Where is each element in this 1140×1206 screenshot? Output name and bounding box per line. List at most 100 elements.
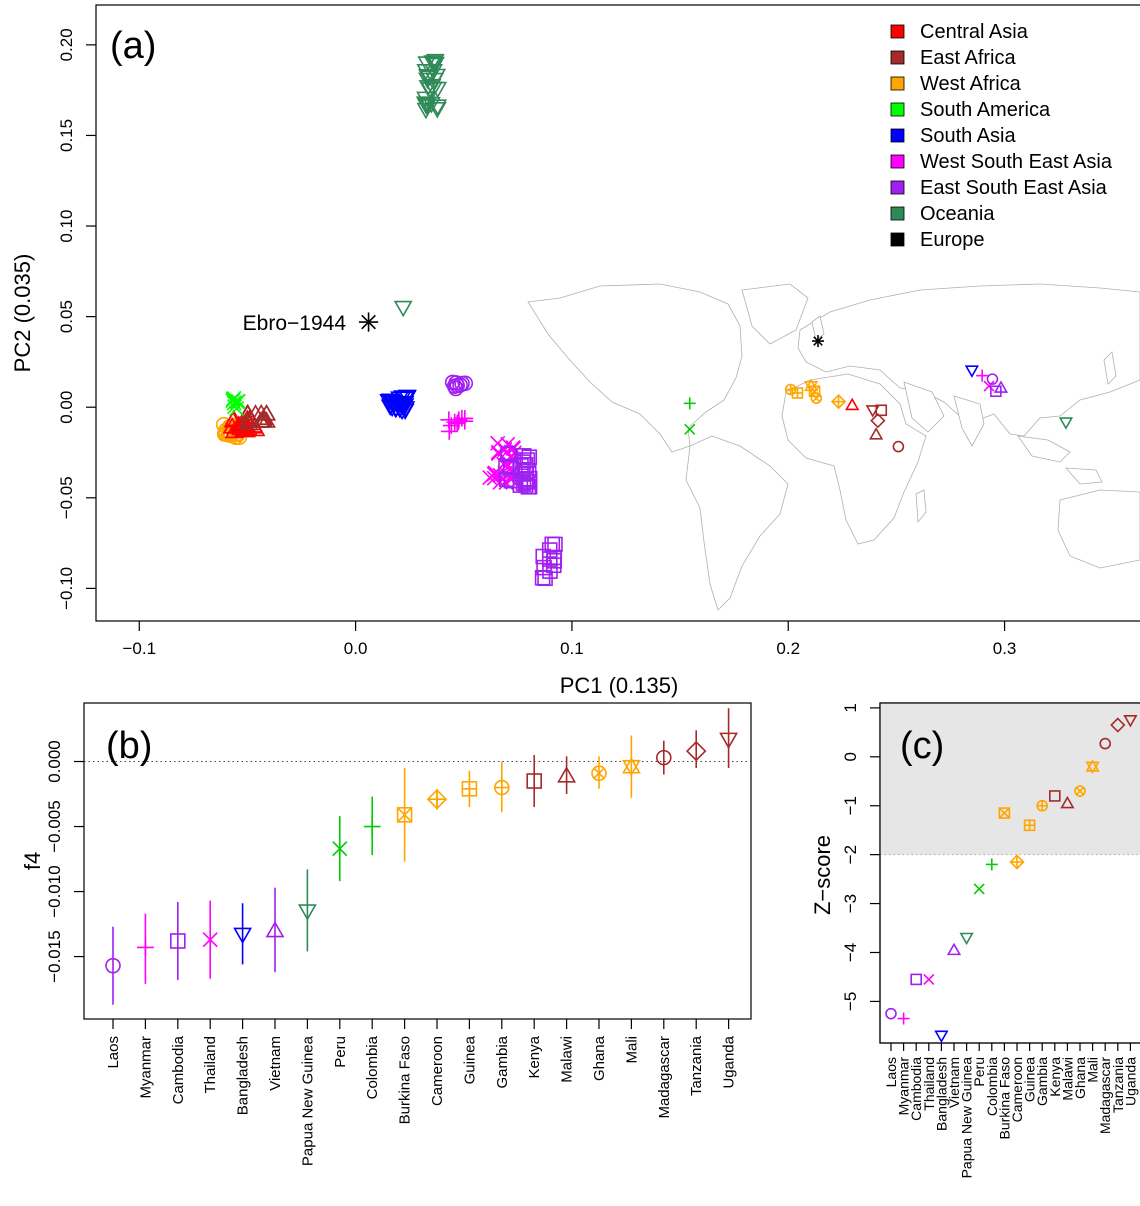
f4-point-laos [105, 957, 121, 974]
pca-point-oceania [421, 97, 441, 114]
panel-b-y-tick-label: −0.015 [45, 930, 64, 982]
pca-points [215, 53, 563, 587]
f4-point-bangladesh [233, 927, 253, 945]
panel-c-y-tick-label: −2 [841, 845, 860, 864]
pca-point-central-asia [246, 419, 266, 437]
ebro-annotation: Ebro−1944 [243, 312, 347, 335]
panel-c-x-tick-label-thailand: Thailand [921, 1057, 937, 1111]
panel-a-pca-scatter: −0.1 0.0 0.1 0.2 0.3 −0.10 −0.05 0.00 0.05 0.10 0… [10, 4, 1140, 698]
map-uk [811, 315, 825, 341]
legend-label-europe: Europe [920, 229, 985, 251]
pca-point-east-south-east-asia [449, 377, 466, 394]
map-marker-20 [993, 380, 1009, 393]
panel-c-y-tick-label: 1 [841, 703, 860, 712]
map-marker-16 [976, 369, 989, 382]
panel-b-x-tick-label-malawi: Malawi [559, 1036, 576, 1083]
pca-point-east-south-east-asia [499, 471, 515, 488]
legend-swatch-east-africa [890, 50, 905, 65]
pca-point-west-south-east-asia [440, 411, 458, 429]
zscore-point-mali [1085, 759, 1100, 774]
pca-point-south-america [229, 401, 245, 417]
panel-c-x-tick-label-vietnam: Vietnam [946, 1057, 962, 1108]
panel-c-y-axis: 1 0 −1 −2 −3 −4 −5 [841, 703, 880, 1011]
world-map [527, 283, 1140, 611]
map-marker-6 [810, 392, 823, 404]
panel-a-y-tick-label: 0.00 [57, 391, 76, 424]
panel-a-y-tick-label: 0.20 [57, 28, 76, 61]
panel-b-x-tick-label-papua-new-guinea: Papua New Guinea [299, 1035, 316, 1166]
panel-a-y-label: PC2 (0.035) [10, 254, 35, 373]
panel-b-x-tick-label-cameroon: Cameroon [429, 1036, 446, 1106]
panel-b-x-tick-label-bangladesh: Bangladesh [235, 1036, 252, 1115]
legend-swatch-oceania [890, 206, 905, 221]
pca-point-east-south-east-asia [500, 446, 516, 463]
panel-b-x-tick-label-colombia: Colombia [364, 1035, 381, 1099]
map-madagascar [915, 489, 927, 524]
zscore-point-burkina-faso [998, 807, 1011, 819]
f4-point-guinea [461, 781, 478, 797]
panel-c-shaded-region [880, 703, 1140, 855]
f4-point-mali [621, 757, 641, 777]
f4-point-vietnam [265, 920, 285, 938]
map-marker-15 [964, 365, 980, 378]
panel-b-y-tick-label: 0.000 [45, 740, 64, 783]
panel-c-y-tick-label: −1 [841, 796, 860, 815]
map-marker-0 [683, 397, 696, 410]
panel-a-y-tick-label: 0.05 [57, 300, 76, 333]
panel-c-y-tick-label: 0 [841, 752, 860, 761]
panel-a-x-tick-label: −0.1 [122, 639, 156, 658]
pca-point-east-africa [238, 404, 258, 421]
panel-c-x-tick-label-kenya: Kenya [1047, 1057, 1063, 1097]
zscore-point-papua-new-guinea [959, 932, 974, 946]
pca-point-east-south-east-asia [515, 448, 532, 464]
map-eurasia [797, 283, 1140, 437]
zscore-point-tanzania [1110, 717, 1126, 733]
panel-c-zscore-plot: 1 0 −1 −2 −3 −4 −5 LaosMyanmarCambodiaThailand… [810, 702, 1140, 1178]
panel-c-x-tick-label-ghana: Ghana [1072, 1057, 1088, 1099]
zscore-point-ghana [1074, 785, 1086, 797]
map-marker-12 [869, 427, 884, 440]
panel-b-x-tick-label-vietnam: Vietnam [267, 1036, 284, 1091]
panel-b-x-tick-label-gambia: Gambia [494, 1035, 511, 1088]
f4-point-myanmar [137, 939, 154, 956]
pca-point-east-south-east-asia [521, 470, 538, 487]
panel-b-x-tick-label-guinea: Guinea [461, 1035, 478, 1084]
panel-c-y-label: Z−score [810, 835, 835, 915]
pca-point-south-asia [392, 403, 412, 421]
pca-point-east-south-east-asia [519, 474, 535, 490]
zscore-point-peru [973, 883, 985, 895]
zscore-point-kenya [1049, 790, 1061, 802]
panel-a-y-tick-label: −0.10 [57, 567, 76, 610]
panel-b-x-tick-label-tanzania: Tanzania [688, 1035, 705, 1096]
map-north-america [527, 283, 743, 453]
panel-b-x-axis: Laos Myanmar Cambodia Thailand Bangladesh Vie… [105, 1019, 738, 1166]
pca-point-east-south-east-asia [547, 536, 563, 553]
legend: Central Asia East Africa West Africa Sou… [890, 21, 1113, 251]
panel-a-tag: (a) [110, 25, 156, 67]
panel-a-x-tick-label: 0.3 [993, 639, 1017, 658]
zscore-point-cambodia [910, 973, 923, 986]
panel-c-y-tick-label: −4 [841, 943, 860, 962]
legend-label-east-south-east-asia: East South East Asia [920, 177, 1108, 199]
map-arabia [903, 381, 945, 433]
map-marker-8 [845, 397, 860, 411]
panel-c-x-tick-label-peru: Peru [971, 1057, 987, 1087]
map-marker-18 [983, 380, 995, 392]
f4-point-cameroon [426, 788, 448, 810]
panel-b-tag: (b) [106, 725, 152, 767]
f4-point-papua-new-guinea [297, 904, 317, 921]
zscore-point-bangladesh [934, 1030, 949, 1044]
panel-a-y-tick-label: −0.05 [57, 476, 76, 519]
zscore-point-vietnam [946, 942, 962, 956]
panel-c-x-axis: LaosMyanmarCambodiaThailandBangladeshVie… [883, 1043, 1138, 1178]
f4-point-colombia [363, 818, 381, 835]
panel-a-x-tick-label: 0.0 [344, 639, 368, 658]
pca-point-west-south-east-asia [456, 412, 474, 430]
pca-point-oceania [418, 70, 438, 87]
panel-b-x-tick-label-ghana: Ghana [591, 1035, 608, 1081]
map-se-asia-islands [1017, 435, 1071, 463]
legend-swatch-central-asia [890, 24, 905, 39]
panel-c-x-tick-label-burkina-faso: Burkina Faso [996, 1057, 1012, 1140]
map-new-guinea [1065, 467, 1103, 485]
